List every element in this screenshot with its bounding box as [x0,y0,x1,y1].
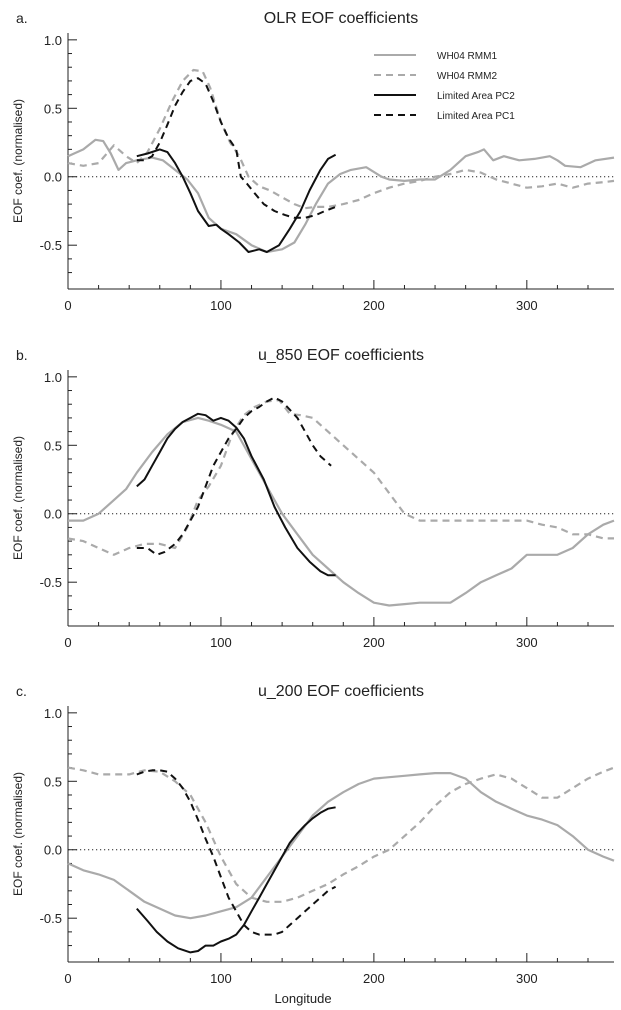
panel-title: u_200 EOF coefficients [258,683,424,700]
x-tick-label: 300 [516,971,538,986]
panel-3: c. u_200 EOF coefficients 1.0 0.5 0.0 -0.5 0 10… [11,683,615,986]
panel-2: b. u_850 EOF coefficients 1.0 0.5 0.0 -0.5 0 10… [11,347,615,650]
x-tick-label: 300 [516,635,538,650]
series-line-wh04-rmm2 [67,68,615,210]
panel-letter: b. [16,347,28,363]
y-tick-label: 0.0 [44,507,62,522]
series-line-wh04-rmm2 [67,399,614,556]
y-tick-label: -0.5 [40,911,62,926]
y-axis-label: EOF coef. (normalised) [11,436,25,560]
x-tick-label: 200 [363,971,385,986]
y-tick-label: 1.0 [44,370,62,385]
series-line-limited-area-pc1 [136,769,337,936]
x-tick-label: 100 [210,298,232,313]
y-tick-label: -0.5 [40,575,62,590]
legend-label: Limited Area PC2 [437,91,515,102]
x-tick-label: 200 [363,298,385,313]
series-line-limited-area-pc2 [136,148,337,253]
y-tick-label: 0.5 [44,774,62,789]
y-tick-label: 1.0 [44,33,62,48]
y-tick-label: -0.5 [40,238,62,253]
x-tick-label: 0 [64,298,71,313]
legend: WH04 RMM1 WH04 RMM2 Limited Area PC2 Limite… [374,51,515,122]
panel-letter: a. [16,10,28,26]
legend-label: WH04 RMM1 [437,51,497,62]
panel-title: u_850 EOF coefficients [258,347,424,364]
x-tick-label: 0 [64,971,71,986]
series-line-limited-area-pc2 [136,412,336,577]
series-line-wh04-rmm1 [68,416,615,607]
legend-label: Limited Area PC1 [437,111,515,122]
x-tick-label: 300 [516,298,538,313]
x-tick-label: 100 [210,971,232,986]
panel-1: a. OLR EOF coefficients 1.0 0.5 0.0 -0.5 0 100 2… [11,10,615,313]
y-tick-label: 0.0 [44,843,62,858]
y-axis-label: EOF coef. (normalised) [11,99,25,223]
series-line-wh04-rmm2 [67,766,615,903]
series-line-limited-area-pc2 [136,806,336,954]
x-tick-label: 200 [363,635,385,650]
y-tick-label: 0.0 [44,170,62,185]
y-tick-label: 0.5 [44,101,62,116]
series-line-limited-area-pc1 [136,396,332,556]
x-tick-label: 0 [64,635,71,650]
y-tick-label: 1.0 [44,706,62,721]
y-tick-label: 0.5 [44,438,62,453]
y-axis-label: EOF coef. (normalised) [11,772,25,896]
series-line-wh04-rmm1 [67,771,615,920]
panel-letter: c. [16,683,27,699]
x-tick-label: 100 [210,635,232,650]
series-line-limited-area-pc1 [136,77,336,219]
x-axis-label: Longitude [274,991,331,1006]
panel-title: OLR EOF coefficients [264,10,418,27]
legend-label: WH04 RMM2 [437,71,497,82]
